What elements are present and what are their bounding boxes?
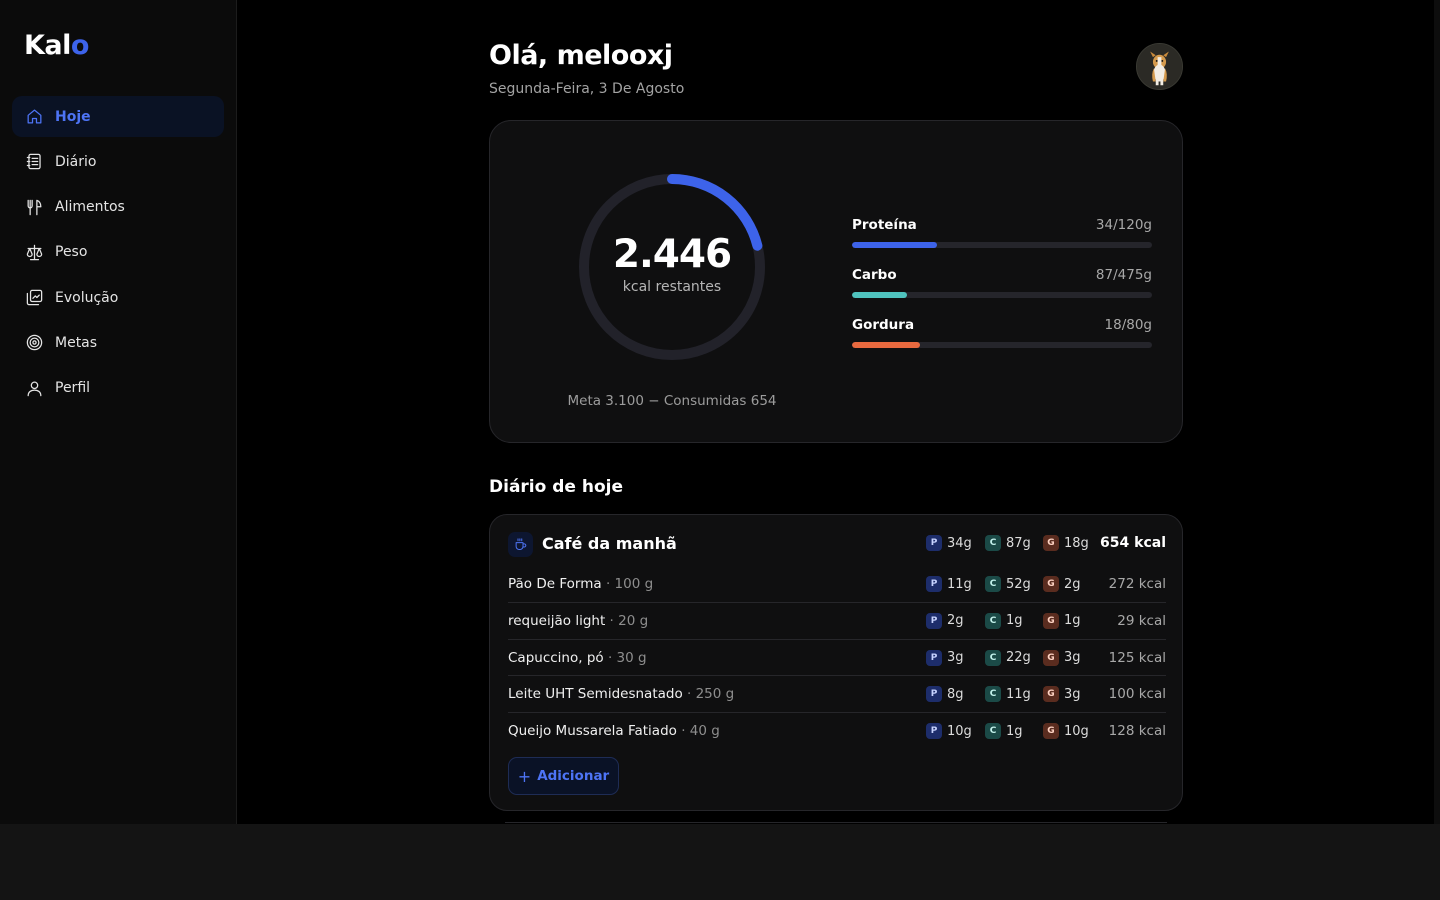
macro-bar-fill bbox=[852, 342, 920, 348]
macro-value: 34/120g bbox=[1095, 217, 1152, 233]
macro-name: Gordura bbox=[852, 317, 915, 333]
meal-header: Café da manhã P 34g C 87g G 18g 654 kcal bbox=[508, 531, 1166, 557]
food-qty: · 40 g bbox=[681, 723, 720, 740]
chart-image-icon bbox=[24, 288, 44, 308]
macro-value: 87/475g bbox=[1095, 267, 1152, 283]
add-food-button[interactable]: + Adicionar bbox=[508, 757, 619, 795]
kcal-remaining-label: kcal restantes bbox=[622, 279, 722, 295]
sidebar-item-label: Hoje bbox=[55, 108, 91, 125]
next-meal-card-edge bbox=[505, 822, 1167, 824]
user-icon bbox=[24, 378, 44, 398]
target-icon bbox=[24, 333, 44, 353]
food-name: Capuccino, pó · 30 g bbox=[508, 649, 647, 666]
carb-chip: C bbox=[985, 535, 1001, 551]
sidebar-item-alimentos[interactable]: Alimentos bbox=[12, 187, 224, 228]
sidebar-item-hoje[interactable]: Hoje bbox=[12, 96, 224, 137]
food-kcal: 272 kcal bbox=[1108, 576, 1166, 592]
fork-knife-icon bbox=[24, 197, 44, 217]
list-item[interactable]: Leite UHT Semidesnatado · 250 g P 8g C 11g… bbox=[508, 676, 1166, 714]
calorie-ring bbox=[579, 174, 765, 360]
food-kcal: 100 kcal bbox=[1108, 686, 1166, 703]
plus-icon: + bbox=[517, 766, 532, 786]
meal-card-breakfast: Café da manhã P 34g C 87g G 18g 654 kcal Pã… bbox=[489, 514, 1183, 811]
sidebar-item-diario[interactable]: Diário bbox=[12, 141, 224, 182]
macro-fat: Gordura 18/80g bbox=[852, 317, 1152, 367]
sidebar-item-label: Perfil bbox=[55, 380, 91, 397]
macro-bar-fill bbox=[852, 242, 937, 248]
macro-bar-track bbox=[852, 242, 1152, 248]
list-item[interactable]: Queijo Mussarela Fatiado · 40 g P 10g C 1g… bbox=[508, 723, 1166, 740]
logo[interactable]: Kalo bbox=[24, 30, 89, 61]
list-item[interactable]: Capuccino, pó · 30 g P 3g C 22g G 3g 125 kc… bbox=[508, 640, 1166, 677]
food-qty: · 20 g bbox=[609, 612, 649, 629]
sidebar-item-metas[interactable]: Metas bbox=[12, 322, 224, 363]
fat-tag: G 18g bbox=[1043, 535, 1089, 551]
food-name: Leite UHT Semidesnatado · 250 g bbox=[508, 686, 735, 703]
app-window: Kalo Hoje Diário Alimentos bbox=[0, 0, 1440, 824]
daily-summary-card: 2.446 kcal restantes Meta 3.100 − Consum… bbox=[489, 120, 1183, 443]
list-item[interactable]: Pão De Forma · 100 g P 11g C 52g G 2g 272 k… bbox=[508, 566, 1166, 603]
meal-items: Pão De Forma · 100 g P 11g C 52g G 2g 272 k… bbox=[508, 566, 1166, 750]
diary-section-title: Diário de hoje bbox=[489, 477, 623, 497]
avatar[interactable] bbox=[1136, 43, 1183, 90]
sidebar-item-label: Alimentos bbox=[55, 199, 125, 216]
sidebar-item-label: Metas bbox=[55, 334, 98, 351]
food-kcal: 29 kcal bbox=[1117, 612, 1166, 629]
scrollbar[interactable] bbox=[1434, 0, 1440, 824]
fat-chip: G bbox=[1043, 535, 1059, 551]
protein-chip: P bbox=[926, 535, 942, 551]
macro-carb: Carbo 87/475g bbox=[852, 267, 1152, 317]
food-kcal: 125 kcal bbox=[1108, 649, 1166, 666]
sidebar-item-perfil[interactable]: Perfil bbox=[12, 368, 224, 409]
food-name: Queijo Mussarela Fatiado · 40 g bbox=[508, 723, 720, 740]
macro-protein: Proteína 34/120g bbox=[852, 217, 1152, 267]
meal-title: Café da manhã bbox=[542, 534, 677, 553]
sidebar: Kalo Hoje Diário Alimentos bbox=[0, 0, 237, 824]
macro-name: Carbo bbox=[852, 267, 897, 283]
macro-progress-list: Proteína 34/120g Carbo 87/475g Gordura 1… bbox=[852, 217, 1152, 367]
scale-icon bbox=[24, 242, 44, 262]
kcal-remaining-value: 2.446 bbox=[612, 232, 732, 277]
macro-value: 18/80g bbox=[1104, 317, 1152, 333]
food-name: requeijão light · 20 g bbox=[508, 612, 649, 629]
page-title: Olá, melooxj bbox=[489, 40, 673, 71]
sidebar-item-label: Peso bbox=[55, 244, 88, 261]
macro-bar-track bbox=[852, 342, 1152, 348]
sidebar-item-label: Diário bbox=[55, 153, 97, 170]
current-date: Segunda-Feira, 3 De Agosto bbox=[489, 81, 685, 97]
food-kcal: 128 kcal bbox=[1108, 723, 1166, 740]
sidebar-item-label: Evolução bbox=[55, 289, 119, 306]
meal-kcal-total: 654 kcal bbox=[1100, 535, 1166, 551]
food-name: Pão De Forma · 100 g bbox=[508, 576, 654, 592]
list-item[interactable]: requeijão light · 20 g P 2g C 1g G 1g 29 kc… bbox=[508, 603, 1166, 640]
food-qty: · 30 g bbox=[607, 649, 647, 666]
macro-bar-track bbox=[852, 292, 1152, 298]
meta-consumed-line: Meta 3.100 − Consumidas 654 bbox=[567, 393, 777, 409]
calorie-ring-progress bbox=[579, 174, 765, 360]
coffee-cup-icon bbox=[508, 532, 533, 557]
sidebar-item-evolucao[interactable]: Evolução bbox=[12, 277, 224, 318]
food-qty: · 100 g bbox=[605, 576, 654, 592]
food-qty: · 250 g bbox=[687, 686, 735, 703]
home-icon bbox=[24, 107, 44, 127]
macro-bar-fill bbox=[852, 292, 907, 298]
add-food-label: Adicionar bbox=[537, 768, 610, 784]
macro-name: Proteína bbox=[852, 217, 917, 233]
sidebar-item-peso[interactable]: Peso bbox=[12, 232, 224, 273]
sidebar-nav: Hoje Diário Alimentos Peso bbox=[12, 96, 224, 413]
notebook-icon bbox=[24, 152, 44, 172]
carb-tag: C 87g bbox=[985, 535, 1031, 551]
dog-avatar-icon bbox=[1137, 44, 1182, 89]
protein-tag: P 34g bbox=[926, 535, 972, 551]
